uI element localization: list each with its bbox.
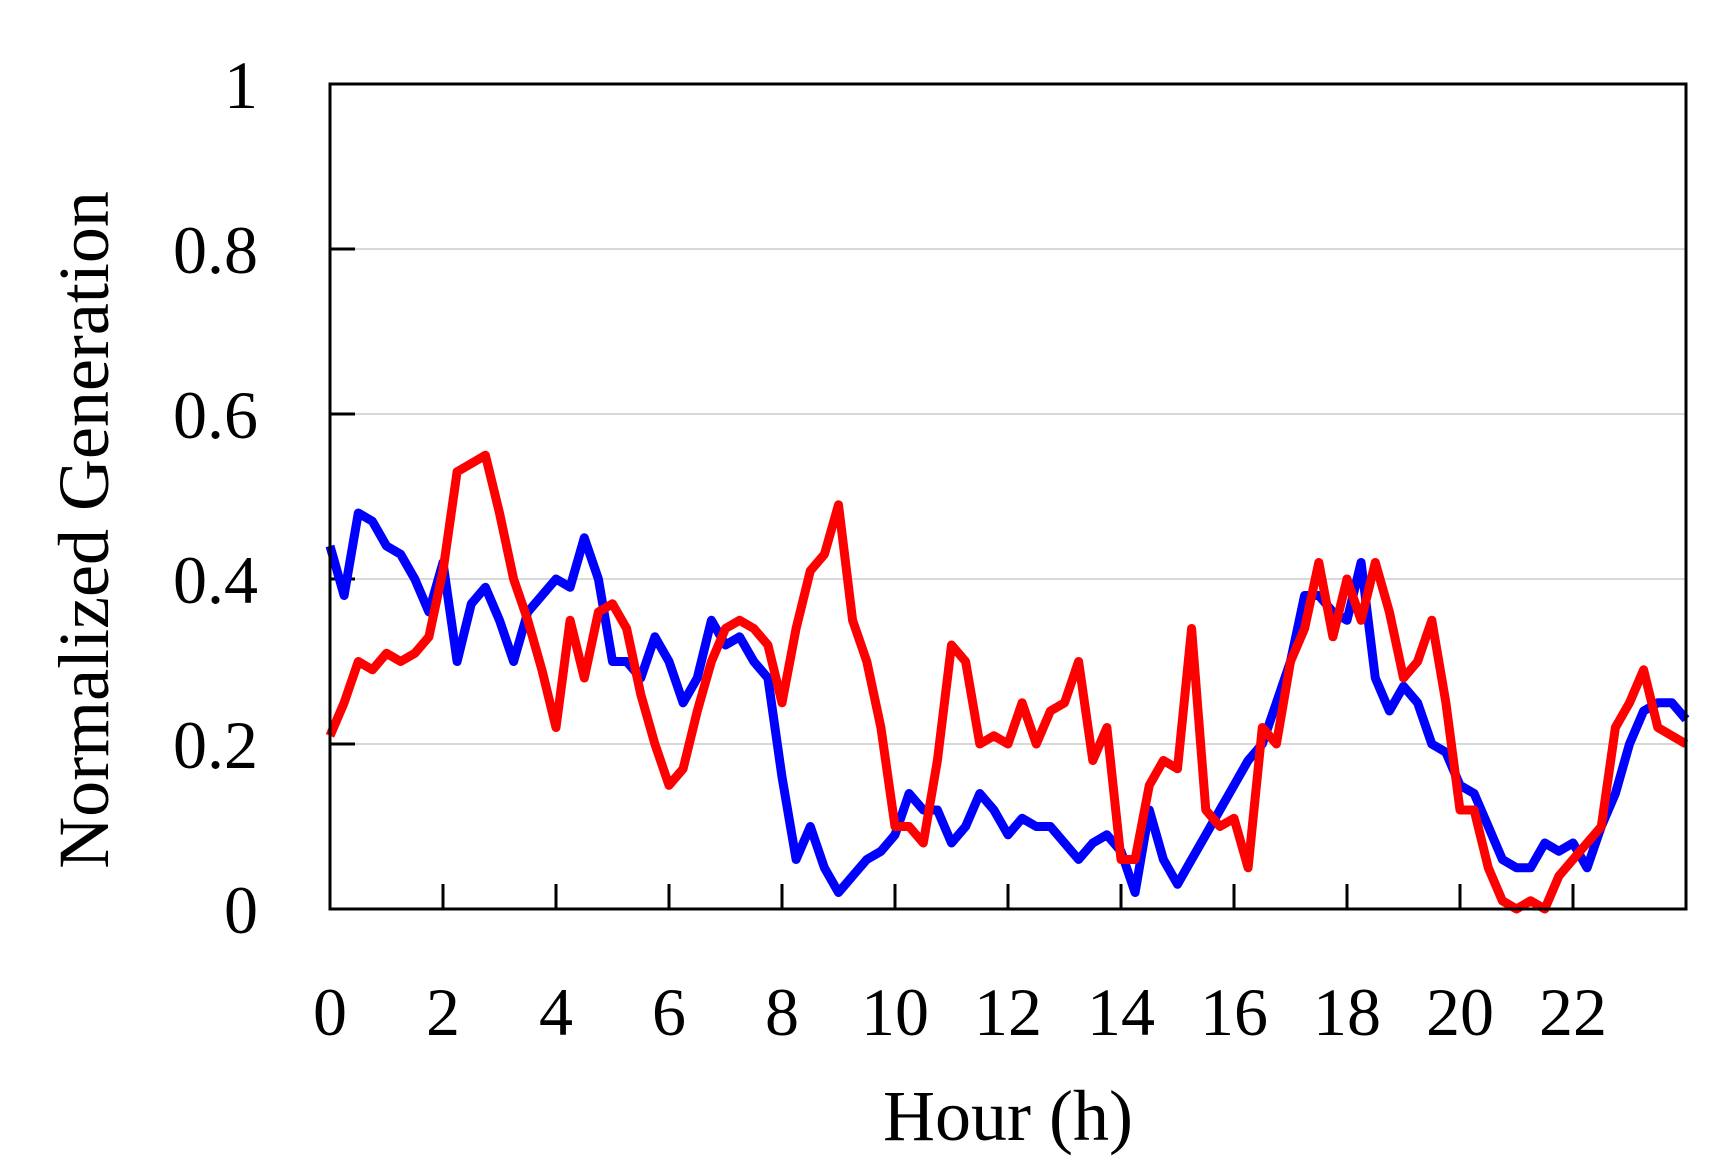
x-tick-label: 4 [539, 974, 573, 1050]
x-tick-label: 20 [1426, 974, 1494, 1050]
y-tick-label: 0.2 [173, 707, 258, 783]
x-tick-label: 12 [974, 974, 1042, 1050]
x-axis-label: Hour (h) [883, 1076, 1133, 1156]
x-tick-label: 6 [652, 974, 686, 1050]
series-line [325, 450, 1689, 914]
x-tick-label: 14 [1087, 974, 1155, 1050]
y-tick-label: 0.8 [173, 212, 258, 288]
y-tick-label: 0 [224, 872, 258, 948]
x-tick-label: 10 [861, 974, 929, 1050]
x-tick-label: 0 [313, 974, 347, 1050]
x-tick-label: 22 [1539, 974, 1607, 1050]
y-axis-label: Normalized Generation [44, 191, 124, 869]
plot-frame [328, 82, 1688, 911]
x-tick-label: 8 [765, 974, 799, 1050]
y-tick-label: 0.4 [173, 542, 258, 618]
x-tick-label: 2 [426, 974, 460, 1050]
x-tick-label: 18 [1313, 974, 1381, 1050]
y-tick-label: 0.6 [173, 377, 258, 453]
y-tick-label: 1 [224, 47, 258, 123]
x-tick-label: 16 [1200, 974, 1268, 1050]
